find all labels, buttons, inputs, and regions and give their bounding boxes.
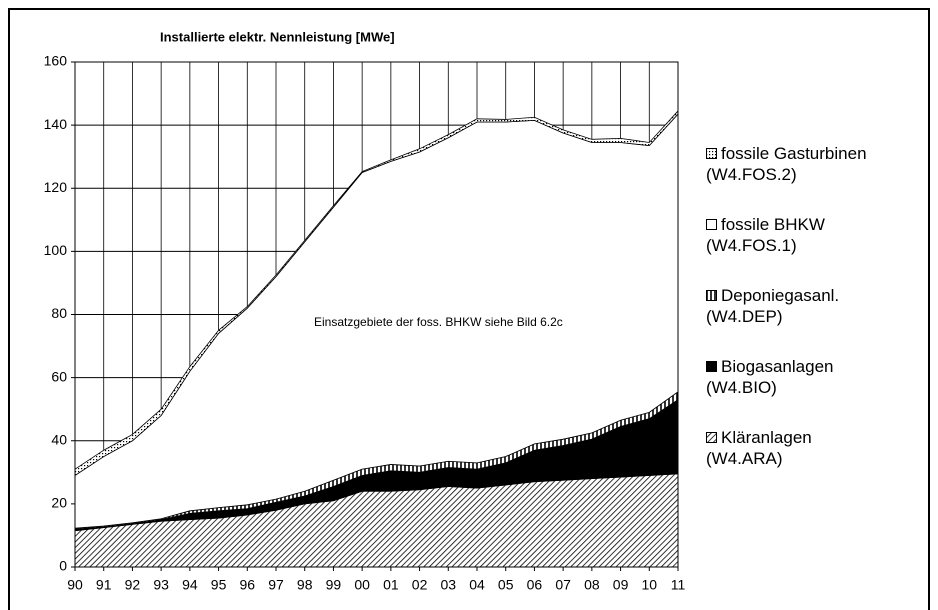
legend-item: fossile BHKW (W4.FOS.1) <box>706 214 825 256</box>
x-tick-label: 98 <box>297 577 313 593</box>
x-tick-label: 02 <box>412 577 428 593</box>
legend-item: Kläranlagen (W4.ARA) <box>706 427 812 469</box>
x-tick-label: 10 <box>641 577 657 593</box>
x-tick-label: 97 <box>268 577 284 593</box>
x-tick-label: 00 <box>354 577 370 593</box>
legend-swatch-box <box>706 361 717 372</box>
legend-label: fossile BHKW (W4.FOS.1) <box>706 215 825 255</box>
legend-swatch <box>706 432 717 443</box>
legend-item: fossile Gasturbinen (W4.FOS.2) <box>706 143 867 185</box>
y-tick-label: 120 <box>44 179 68 195</box>
legend-swatch-box <box>706 219 717 230</box>
legend-label: Kläranlagen (W4.ARA) <box>706 428 812 468</box>
x-tick-label: 92 <box>125 577 141 593</box>
y-tick-label: 140 <box>44 116 68 132</box>
x-tick-label: 93 <box>153 577 169 593</box>
chart-title: Installierte elektr. Nennleistung [MWe] <box>160 29 395 44</box>
x-tick-label: 07 <box>555 577 571 593</box>
y-tick-label: 20 <box>51 495 67 511</box>
plot-border <box>74 61 679 568</box>
legend-label: Deponiegasanl. (W4.DEP) <box>706 286 840 326</box>
legend-swatch-box <box>706 148 717 159</box>
frame <box>8 8 930 610</box>
x-tick-label: 04 <box>469 577 485 593</box>
x-tick-label: 08 <box>584 577 600 593</box>
y-tick-label: 60 <box>51 368 67 384</box>
y-tick-label: 0 <box>59 558 67 574</box>
x-tick-label: 11 <box>671 577 686 593</box>
legend-swatch <box>706 219 717 230</box>
x-tick-label: 06 <box>527 577 543 593</box>
legend-label: Biogasanlagen (W4.BIO) <box>706 357 834 397</box>
x-tick-label: 99 <box>326 577 342 593</box>
legend-item: Biogasanlagen (W4.BIO) <box>706 356 833 398</box>
legend-swatch-box <box>706 432 717 443</box>
y-tick-label: 40 <box>51 431 67 447</box>
legend-swatch <box>706 290 717 301</box>
legend-label: fossile Gasturbinen (W4.FOS.2) <box>706 144 867 184</box>
x-tick-label: 01 <box>383 577 399 593</box>
legend-swatch <box>706 148 717 159</box>
y-tick-label: 80 <box>51 305 67 321</box>
legend-swatch <box>706 361 717 372</box>
annotation: Einsatzgebiete der foss. BHKW siehe Bild… <box>314 315 563 329</box>
x-tick-label: 91 <box>96 577 112 593</box>
y-tick-label: 160 <box>44 53 68 69</box>
x-tick-label: 94 <box>182 577 198 593</box>
x-tick-label: 05 <box>498 577 514 593</box>
x-tick-label: 03 <box>440 577 456 593</box>
legend-item: Deponiegasanl. (W4.DEP) <box>706 285 839 327</box>
x-tick-label: 95 <box>211 577 227 593</box>
x-tick-label: 09 <box>613 577 629 593</box>
legend-swatch-box <box>706 290 717 301</box>
x-tick-label: 96 <box>239 577 255 593</box>
y-tick-label: 100 <box>44 242 68 258</box>
x-tick-label: 90 <box>67 577 83 593</box>
